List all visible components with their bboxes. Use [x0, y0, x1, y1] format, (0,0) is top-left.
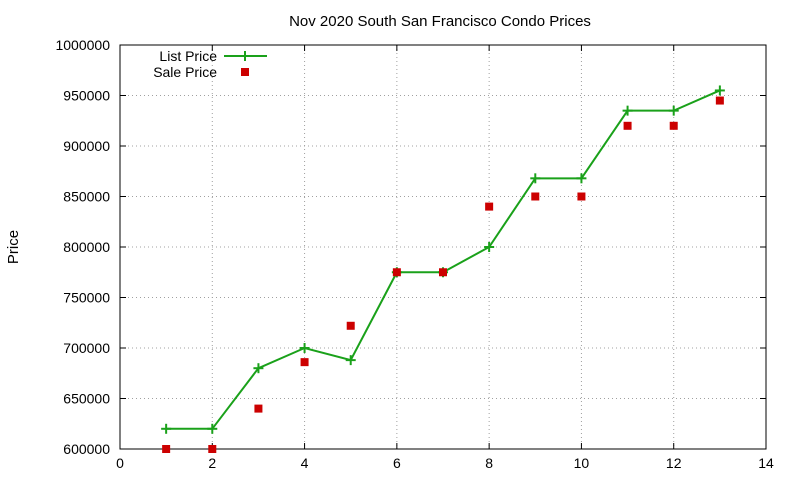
legend-marker	[241, 68, 249, 76]
series-1	[162, 96, 724, 453]
y-tick-label: 800000	[63, 239, 110, 255]
data-point-square	[715, 96, 724, 105]
x-tick-label: 14	[758, 455, 774, 471]
data-point-square	[531, 192, 540, 201]
series-line	[166, 89, 721, 430]
data-point-square	[485, 202, 494, 211]
data-point-plus	[207, 423, 218, 434]
chart-title: Nov 2020 South San Francisco Condo Price…	[289, 13, 591, 30]
data-point-square	[577, 192, 586, 201]
legend-label: List Price	[159, 48, 217, 64]
grid-lines	[120, 45, 766, 449]
y-tick-label: 700000	[63, 340, 110, 356]
y-tick-label: 850000	[63, 189, 110, 205]
data-point-plus	[714, 85, 725, 96]
legend-marker	[240, 51, 250, 61]
y-tick-label: 900000	[63, 138, 110, 154]
data-point-plus	[484, 242, 495, 252]
x-tick-label: 12	[666, 455, 682, 471]
data-point-plus	[530, 173, 541, 184]
data-point-square	[300, 358, 309, 367]
data-point-square	[208, 445, 217, 453]
data-point-square	[623, 121, 632, 130]
axes: 0 2 4 6 8 10 12 14 600000 650000 700000 750000 80000…	[55, 37, 774, 471]
y-tick-label: 950000	[63, 88, 110, 104]
data-point-square	[254, 404, 263, 413]
data-point-plus	[576, 173, 587, 184]
data-point-plus	[622, 105, 633, 116]
y-tick-label: 600000	[63, 441, 110, 457]
y-tick-label: 650000	[63, 391, 110, 407]
legend-label: Sale Price	[153, 64, 217, 80]
data-point-square	[346, 321, 355, 330]
data-point-square	[162, 445, 171, 453]
y-tick-label: 750000	[63, 290, 110, 306]
y-axis-label: Price	[5, 230, 22, 264]
y-tick-label: 1000000	[55, 37, 110, 53]
data-point-plus	[161, 423, 172, 434]
x-tick-label: 8	[485, 455, 493, 471]
data-point-plus	[299, 343, 310, 353]
x-tick-label: 10	[574, 455, 590, 471]
x-tick-label: 2	[208, 455, 216, 471]
data-point-square	[669, 121, 678, 130]
plot-area	[161, 85, 725, 453]
data-point-plus	[668, 105, 679, 116]
data-point-square	[392, 268, 401, 277]
x-tick-label: 0	[116, 455, 124, 471]
data-point-plus	[345, 355, 356, 366]
x-tick-label: 4	[301, 455, 309, 471]
data-point-square	[439, 268, 447, 277]
x-tick-label: 6	[393, 455, 401, 471]
data-point-plus	[253, 363, 264, 374]
series-0	[161, 85, 725, 434]
